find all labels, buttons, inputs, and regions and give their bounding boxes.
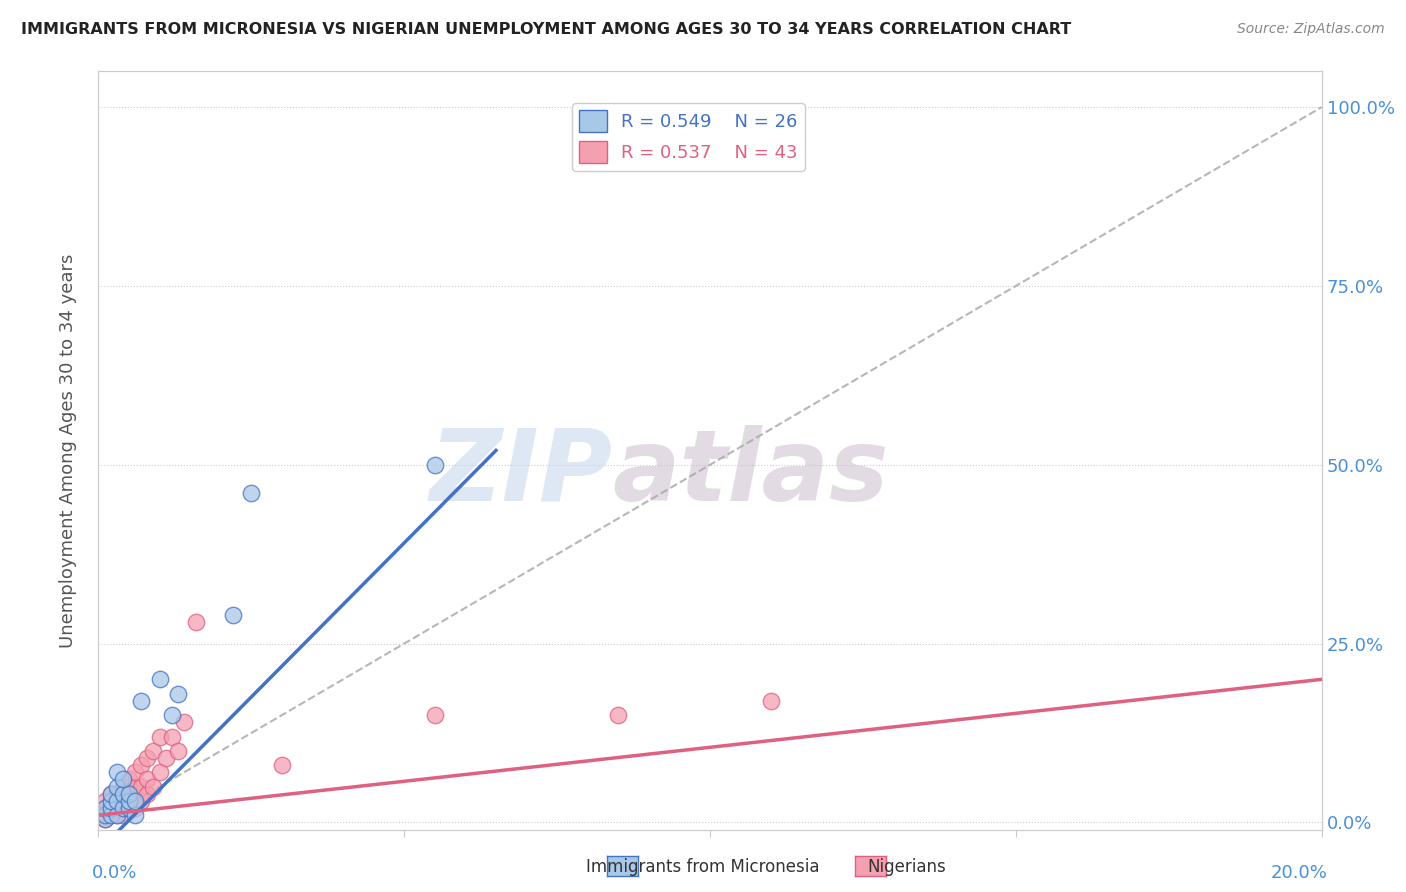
Point	[129, 694, 152, 708]
Point	[124, 808, 146, 822]
Point	[270, 758, 292, 772]
Point	[124, 794, 146, 808]
Point	[118, 772, 141, 787]
Point	[160, 730, 183, 744]
Point	[124, 765, 146, 780]
Point	[118, 794, 141, 808]
Point	[111, 787, 134, 801]
Point	[105, 808, 128, 822]
Text: atlas: atlas	[612, 425, 889, 522]
Point	[759, 694, 782, 708]
Point	[100, 794, 122, 808]
Point	[124, 780, 146, 794]
Point	[129, 780, 152, 794]
Point	[149, 730, 172, 744]
Point	[136, 772, 159, 787]
Point	[423, 708, 446, 723]
Point	[111, 787, 134, 801]
Point	[240, 486, 263, 500]
Point	[100, 808, 122, 822]
Point	[105, 780, 128, 794]
Point	[607, 708, 630, 723]
Point	[111, 801, 134, 815]
Legend: R = 0.549    N = 26, R = 0.537    N = 43: R = 0.549 N = 26, R = 0.537 N = 43	[572, 103, 804, 170]
Point	[136, 787, 159, 801]
Point	[124, 794, 146, 808]
Point	[118, 794, 141, 808]
Point	[124, 801, 146, 815]
Point	[93, 812, 115, 826]
Text: Nigerians: Nigerians	[868, 858, 946, 876]
Point	[105, 765, 128, 780]
Point	[100, 787, 122, 801]
Point	[93, 801, 115, 815]
Point	[142, 780, 165, 794]
Point	[423, 458, 446, 472]
Point	[111, 780, 134, 794]
Point	[167, 687, 190, 701]
Point	[105, 794, 128, 808]
Point	[100, 801, 122, 815]
Point	[93, 812, 115, 826]
Point	[173, 715, 195, 730]
Point	[136, 751, 159, 765]
Point	[118, 787, 141, 801]
Point	[100, 787, 122, 801]
Point	[118, 801, 141, 815]
Text: Immigrants from Micronesia: Immigrants from Micronesia	[586, 858, 820, 876]
Point	[111, 808, 134, 822]
Point	[105, 794, 128, 808]
Point	[129, 794, 152, 808]
Point	[155, 751, 177, 765]
Point	[93, 794, 115, 808]
Y-axis label: Unemployment Among Ages 30 to 34 years: Unemployment Among Ages 30 to 34 years	[59, 253, 77, 648]
Point	[100, 808, 122, 822]
Point	[93, 808, 115, 822]
Point	[118, 801, 141, 815]
Point	[160, 708, 183, 723]
Text: Source: ZipAtlas.com: Source: ZipAtlas.com	[1237, 22, 1385, 37]
Point	[142, 744, 165, 758]
Point	[167, 744, 190, 758]
Text: ZIP: ZIP	[429, 425, 612, 522]
Point	[105, 801, 128, 815]
Point	[186, 615, 208, 629]
Point	[93, 808, 115, 822]
Point	[118, 780, 141, 794]
Point	[149, 765, 172, 780]
Point	[111, 801, 134, 815]
Point	[129, 758, 152, 772]
Point	[100, 794, 122, 808]
Point	[105, 787, 128, 801]
Point	[111, 772, 134, 787]
Point	[93, 801, 115, 815]
Text: IMMIGRANTS FROM MICRONESIA VS NIGERIAN UNEMPLOYMENT AMONG AGES 30 TO 34 YEARS CO: IMMIGRANTS FROM MICRONESIA VS NIGERIAN U…	[21, 22, 1071, 37]
Text: 20.0%: 20.0%	[1271, 863, 1327, 881]
Point	[100, 801, 122, 815]
Point	[105, 808, 128, 822]
Text: 0.0%: 0.0%	[93, 863, 138, 881]
Point	[149, 673, 172, 687]
Point	[222, 607, 245, 622]
